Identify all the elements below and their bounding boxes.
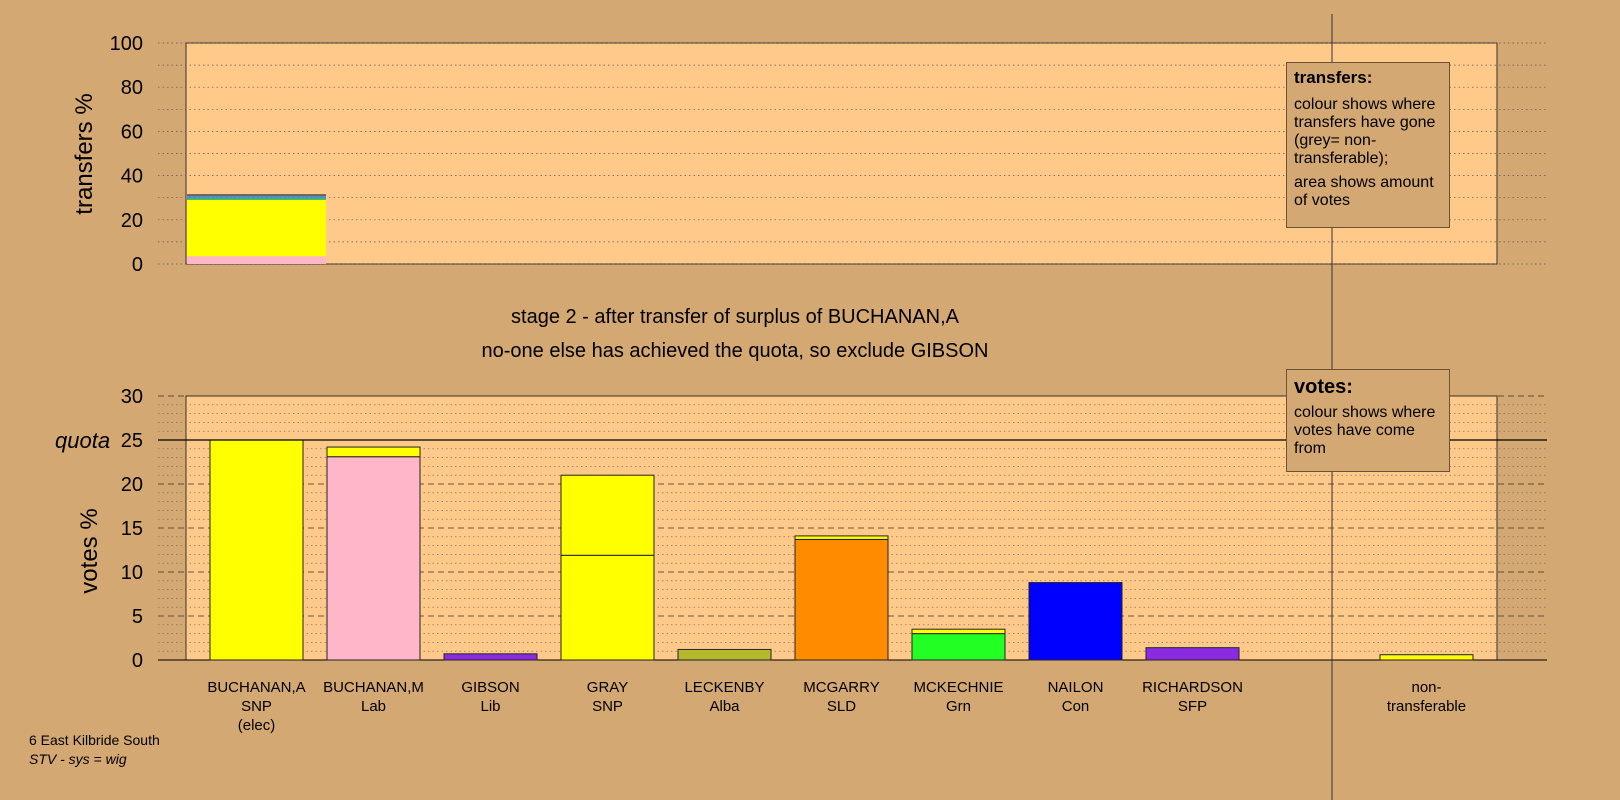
transfer-segment [187,256,326,264]
y-tick-label: 20 [121,210,143,232]
candidate-label: GIBSON [461,679,519,696]
candidate-label: Grn [946,698,971,715]
quota-label: quota [55,428,110,453]
transfer-segment [187,197,326,200]
vote-bar-segment [560,474,655,556]
candidate-label: NAILON [1048,679,1104,696]
candidate-label: SNP [241,698,272,715]
votes-legend-text: colour shows where votes have come from [1294,404,1436,457]
candidate-label: Con [1062,698,1090,715]
system-label: STV - sys = wig [29,751,127,767]
candidate-label: (elec) [238,717,276,734]
transfers-panel: 0 20 40 60 80 100 transfers % [71,33,1547,276]
votes-panel: 0 5 10 15 20 25 30 BUCHANAN,A SNP (elec) BUCHANAN… [55,386,1547,734]
vote-bar-segment [911,633,1006,661]
y-tick-label: 10 [121,562,143,584]
vote-bar-segment [560,554,655,661]
candidate-label: BUCHANAN,M [323,679,424,696]
y-tick-label: 25 [121,430,143,452]
vote-bar-segment [326,446,421,458]
y-tick-label: 15 [121,518,143,540]
candidate-label: MCKECHNIE [913,679,1003,696]
candidate-label: Alba [709,698,740,715]
candidate-label: Lab [361,698,386,715]
y-tick-label: 30 [121,386,143,408]
vote-bar-segment [794,538,889,661]
y-tick-label: 5 [132,606,143,628]
vote-bar-segment [911,628,1006,635]
candidate-label: Lib [480,698,500,715]
candidate-label: GRAY [587,679,628,696]
votes-legend: votes: colour shows where votes have com… [1286,369,1450,472]
vote-bar-segment [443,653,538,661]
vote-bar-segment [326,456,421,661]
y-tick-label: 100 [110,33,143,55]
vote-bar-segment [1028,582,1123,661]
transfer-segment [187,199,326,257]
candidate-label: LECKENBY [684,679,764,696]
vote-bar-segment [1145,647,1240,661]
candidate-label: RICHARDSON [1142,679,1243,696]
y-tick-label: 0 [132,254,143,276]
candidate-label: MCGARRY [803,679,879,696]
candidate-label: BUCHANAN,A [207,679,305,696]
transfers-legend-text: colour shows where transfers have gone (… [1294,96,1436,167]
stage-subtitle: no-one else has achieved the quota, so e… [482,340,989,362]
votes-axis-label: votes % [76,508,103,593]
candidate-label: transferable [1387,698,1466,715]
ward-name: 6 East Kilbride South [29,732,160,748]
stage-title: stage 2 - after transfer of surplus of B… [511,306,960,328]
transfers-legend-title: transfers: [1294,68,1373,87]
transfers-legend-text-2: area shows amount of votes [1294,174,1434,209]
transfer-segment [187,194,326,197]
candidate-label: SNP [592,698,623,715]
y-tick-label: 80 [121,77,143,99]
y-tick-label: 0 [132,650,143,672]
vote-bar-segment [209,439,304,661]
y-tick-label: 20 [121,474,143,496]
transfers-axis-label: transfers % [71,93,98,214]
candidate-label: SFP [1178,698,1207,715]
y-tick-label: 40 [121,166,143,188]
y-tick-label: 60 [121,121,143,143]
candidate-label: non- [1411,679,1441,696]
votes-legend-title: votes: [1294,376,1353,398]
candidate-label: SLD [827,698,856,715]
vote-bar-segment [1379,654,1474,661]
vote-bar-segment [794,535,889,540]
transfer-segment [187,196,326,198]
vote-bar-segment [677,648,772,661]
transfers-legend: transfers: colour shows where transfers … [1286,62,1450,228]
